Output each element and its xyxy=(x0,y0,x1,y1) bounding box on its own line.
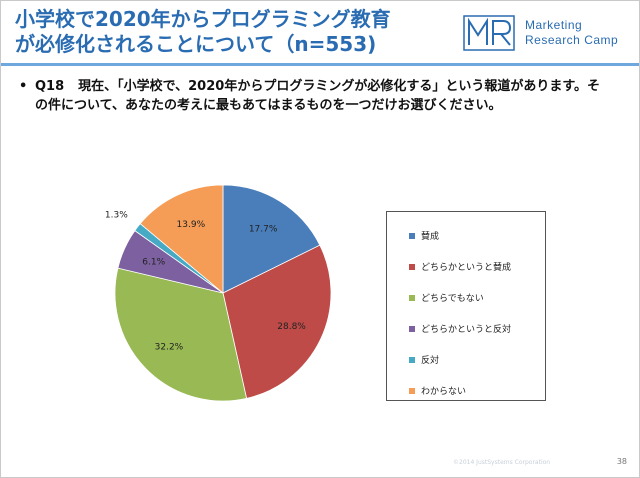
legend-label: 賛成 xyxy=(421,232,440,242)
logo-line-2: Research Camp xyxy=(525,33,619,47)
slice-value-label: 13.9% xyxy=(177,220,206,230)
logo-mark-icon xyxy=(463,15,515,51)
slice-value-label: 6.1% xyxy=(142,258,165,268)
logo-text: Marketing Research Camp xyxy=(525,18,618,48)
pie-slices xyxy=(114,184,332,402)
footer-copyright: ©2014 JustSystems Corporation xyxy=(453,459,551,466)
legend-swatch xyxy=(409,325,415,332)
question-bullet: • xyxy=(19,79,28,94)
legend-item: 反対 xyxy=(387,344,545,375)
legend-label: 反対 xyxy=(421,356,440,366)
slide-title: 小学校で2020年からプログラミング教育 が必修化されることについて（n=553… xyxy=(15,7,455,57)
slice-value-label: 32.2% xyxy=(155,342,184,352)
pie-slice xyxy=(222,244,332,399)
legend-swatch xyxy=(409,232,415,239)
legend-swatch xyxy=(409,263,415,270)
brand-logo: Marketing Research Camp xyxy=(463,15,633,55)
question-text: 現在、「小学校で、2020年からプログラミングが必修化する」という報道があります… xyxy=(35,79,601,113)
legend-swatch xyxy=(409,387,415,394)
legend-label: どちらかというと反対 xyxy=(421,325,512,335)
question-block: • Q18 現在、「小学校で、2020年からプログラミングが必修化する」という報道… xyxy=(19,77,605,115)
title-line-2: が必修化されることについて（n=553) xyxy=(15,32,377,56)
chart-legend: 賛成どちらかというと賛成 どちらでもないどちらかというと反対 反対わからない xyxy=(386,211,546,401)
legend-item: 賛成 xyxy=(387,220,545,251)
legend-item: どちらかというと賛成 xyxy=(387,251,545,282)
pie-labels: 17.7% 28.8% 32.2% 6.1% 1.3% 13.9% xyxy=(105,211,306,353)
legend-label: どちらでもない xyxy=(421,294,484,304)
slice-value-label: 17.7% xyxy=(249,224,278,234)
slice-value-label: 1.3% xyxy=(105,211,128,221)
logo-line-1: Marketing xyxy=(525,18,583,32)
legend-label: わからない xyxy=(421,387,467,397)
pie-slice xyxy=(222,184,321,294)
slice-value-label: 28.8% xyxy=(277,322,306,332)
pie-slice xyxy=(114,267,248,402)
legend-item: わからない xyxy=(387,375,545,406)
title-line-1: 小学校で2020年からプログラミング教育 xyxy=(15,7,391,31)
pie-slice xyxy=(139,184,224,294)
question-label: Q18 xyxy=(35,79,65,94)
legend-swatch xyxy=(409,356,415,363)
pie-chart: 17.7% 28.8% 32.2% 6.1% 1.3% 13.9% xyxy=(105,184,332,402)
page-number: 38 xyxy=(616,457,627,466)
legend-label: どちらかというと賛成 xyxy=(421,263,512,273)
title-divider xyxy=(1,63,639,66)
legend-item: どちらでもない xyxy=(387,282,545,313)
legend-item: どちらかというと反対 xyxy=(387,313,545,344)
legend-swatch xyxy=(409,294,415,301)
